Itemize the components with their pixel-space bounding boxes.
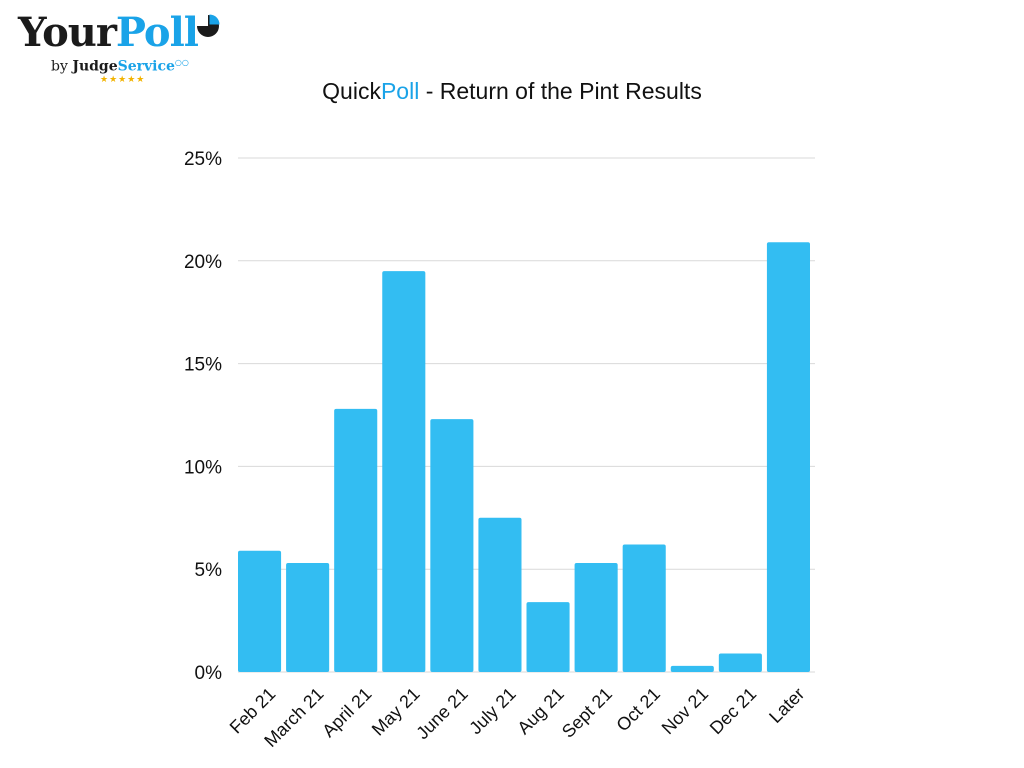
x-tick-label: Dec 21 [706, 684, 760, 738]
title-quick: Quick [322, 78, 381, 104]
bar [382, 271, 426, 672]
x-tick-label: July 21 [465, 684, 519, 738]
y-tick-label: 20% [184, 252, 222, 273]
bar [430, 419, 474, 672]
bar [670, 665, 714, 672]
logo-word-poll: Poll [115, 9, 199, 56]
bar [622, 544, 666, 672]
x-tick-label: Later [765, 684, 808, 727]
y-tick-label: 10% [184, 457, 222, 478]
x-tick-label: Oct 21 [612, 684, 664, 736]
bar [286, 563, 330, 672]
title-rest: - Return of the Pint Results [419, 78, 702, 104]
logo-stars: ★★★★★ [100, 74, 146, 84]
logo-judge: Judge [72, 58, 118, 75]
y-axis-tick-labels: 0% 5% 10% 15% 20% 25% [184, 149, 222, 684]
y-tick-label: 25% [184, 149, 222, 170]
logo-wordmark: YourPoll [18, 9, 199, 56]
bar [574, 563, 618, 672]
bars [238, 242, 810, 672]
logo-service: Service [117, 58, 175, 75]
x-tick-label: June 21 [412, 684, 471, 743]
chart-title: QuickPoll - Return of the Pint Results [0, 76, 1024, 106]
bar [238, 550, 282, 672]
logo-by: by [51, 58, 68, 75]
y-tick-label: 5% [195, 560, 223, 581]
bar [766, 242, 810, 672]
pie-chart-icon [197, 14, 220, 37]
bar [334, 408, 378, 672]
logo-word-your: Your [18, 9, 117, 56]
logo-mark-icon: ○○ [174, 58, 189, 67]
x-tick-label: April 21 [318, 684, 375, 741]
yourpoll-logo: YourPoll by JudgeService○○ ★★★★★ [18, 10, 228, 90]
y-tick-label: 0% [195, 663, 223, 684]
bar [478, 517, 522, 672]
y-tick-label: 15% [184, 355, 222, 376]
title-poll: Poll [380, 78, 420, 104]
logo-byline: by JudgeService○○ [51, 58, 189, 75]
x-tick-label: Nov 21 [658, 684, 712, 738]
x-tick-label: Sept 21 [558, 684, 616, 742]
bar [526, 602, 570, 672]
bar [718, 653, 762, 672]
